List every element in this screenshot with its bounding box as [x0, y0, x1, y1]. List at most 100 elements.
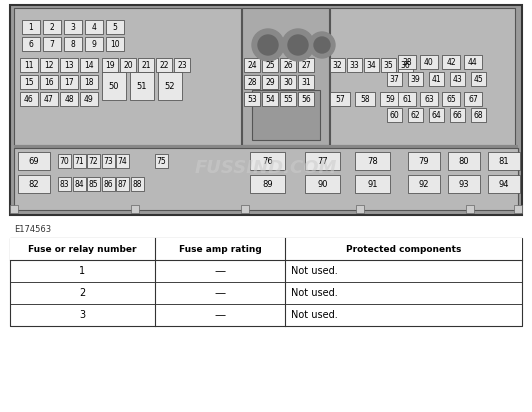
- Text: FUSSIND.COM: FUSSIND.COM: [195, 159, 337, 177]
- Text: 2: 2: [79, 288, 86, 298]
- Bar: [298, 92, 314, 106]
- Bar: [429, 72, 444, 86]
- Text: 74: 74: [118, 157, 127, 166]
- Bar: [330, 92, 350, 106]
- Bar: [381, 58, 396, 72]
- Text: 54: 54: [265, 94, 275, 103]
- Bar: [398, 92, 416, 106]
- Bar: [429, 108, 444, 122]
- Text: 44: 44: [468, 58, 478, 66]
- Text: 31: 31: [301, 77, 311, 87]
- Text: 12: 12: [44, 61, 54, 70]
- Bar: [398, 55, 416, 69]
- Text: 25: 25: [265, 61, 275, 70]
- Bar: [408, 152, 440, 170]
- Bar: [262, 58, 278, 72]
- Text: 62: 62: [411, 110, 420, 119]
- Bar: [242, 8, 329, 145]
- Bar: [22, 37, 40, 51]
- Bar: [10, 238, 522, 260]
- Text: Fuse amp rating: Fuse amp rating: [179, 244, 261, 253]
- Text: 67: 67: [468, 94, 478, 103]
- Text: 32: 32: [332, 61, 342, 70]
- Bar: [120, 58, 136, 72]
- Bar: [64, 37, 82, 51]
- Bar: [241, 205, 249, 213]
- Text: 24: 24: [247, 61, 257, 70]
- Bar: [58, 177, 71, 191]
- Text: 23: 23: [177, 61, 187, 70]
- Bar: [380, 92, 400, 106]
- Text: 14: 14: [84, 61, 94, 70]
- Text: Fuse or relay number: Fuse or relay number: [28, 244, 137, 253]
- Bar: [280, 58, 296, 72]
- Text: Not used.: Not used.: [291, 288, 338, 298]
- Bar: [58, 154, 71, 168]
- Bar: [14, 8, 241, 145]
- Text: 64: 64: [431, 110, 442, 119]
- Text: 69: 69: [29, 157, 39, 166]
- Bar: [450, 72, 465, 86]
- Bar: [72, 177, 86, 191]
- Bar: [20, 92, 38, 106]
- Bar: [155, 154, 168, 168]
- Text: 68: 68: [473, 110, 483, 119]
- Bar: [43, 37, 61, 51]
- Text: 46: 46: [24, 94, 34, 103]
- Text: 49: 49: [84, 94, 94, 103]
- Text: 94: 94: [499, 180, 509, 189]
- Bar: [298, 58, 314, 72]
- Text: 41: 41: [431, 75, 442, 84]
- Text: 11: 11: [24, 61, 34, 70]
- Bar: [330, 58, 345, 72]
- Bar: [174, 58, 190, 72]
- Bar: [10, 5, 522, 215]
- Bar: [87, 177, 100, 191]
- Bar: [466, 205, 474, 213]
- Bar: [22, 20, 40, 34]
- Bar: [355, 92, 375, 106]
- Bar: [252, 90, 320, 140]
- Text: 85: 85: [89, 180, 98, 189]
- Bar: [387, 108, 402, 122]
- Bar: [85, 37, 103, 51]
- Bar: [514, 205, 522, 213]
- Text: 7: 7: [49, 40, 54, 49]
- Text: 71: 71: [74, 157, 84, 166]
- Bar: [450, 108, 465, 122]
- Text: 20: 20: [123, 61, 133, 70]
- Text: 93: 93: [459, 180, 469, 189]
- Text: 38: 38: [402, 58, 412, 66]
- Bar: [448, 152, 480, 170]
- Bar: [18, 152, 50, 170]
- Text: 89: 89: [262, 180, 273, 189]
- Bar: [330, 8, 515, 145]
- Bar: [305, 152, 340, 170]
- Text: 53: 53: [247, 94, 257, 103]
- Text: 36: 36: [401, 61, 410, 70]
- Text: 88: 88: [132, 180, 142, 189]
- Text: 4: 4: [92, 23, 96, 31]
- Bar: [420, 92, 438, 106]
- Text: 50: 50: [109, 82, 119, 91]
- Bar: [43, 20, 61, 34]
- Bar: [102, 58, 118, 72]
- Bar: [442, 55, 460, 69]
- Bar: [85, 20, 103, 34]
- Text: 86: 86: [103, 180, 113, 189]
- Bar: [40, 75, 58, 89]
- Bar: [347, 58, 362, 72]
- Text: 63: 63: [424, 94, 434, 103]
- Bar: [80, 92, 98, 106]
- Text: 37: 37: [389, 75, 400, 84]
- Text: 83: 83: [60, 180, 69, 189]
- Bar: [488, 175, 520, 193]
- Bar: [106, 37, 124, 51]
- Bar: [20, 75, 38, 89]
- Text: 26: 26: [283, 61, 293, 70]
- Text: 1: 1: [79, 266, 86, 276]
- Text: 16: 16: [44, 77, 54, 87]
- Bar: [364, 58, 379, 72]
- Bar: [60, 75, 78, 89]
- Text: 82: 82: [29, 180, 39, 189]
